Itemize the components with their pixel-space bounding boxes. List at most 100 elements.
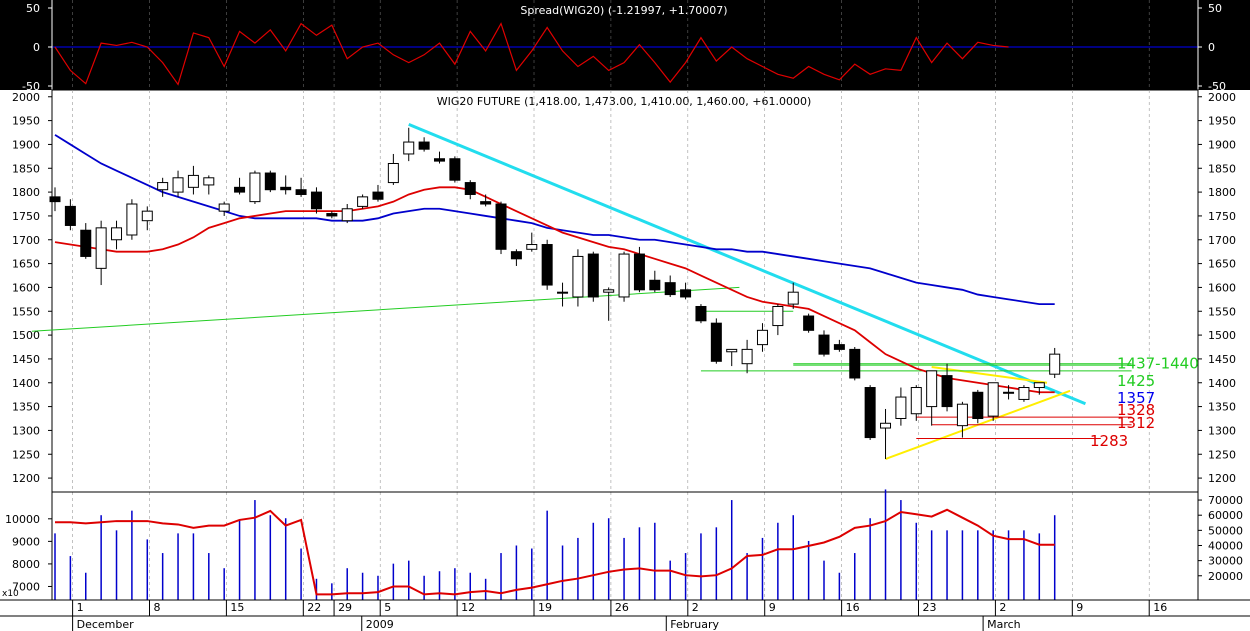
price-right-tick-label: 1600 (1208, 281, 1236, 294)
x-day-label: 15 (230, 601, 244, 614)
price-left-tick-label: 1450 (12, 353, 40, 366)
price-right-tick-label: 1550 (1208, 305, 1236, 318)
level-label: 1283 (1090, 432, 1128, 450)
x-day-label: 9 (1076, 601, 1083, 614)
x-day-label: 2 (999, 601, 1006, 614)
candle-up (772, 305, 784, 327)
price-left-tick-label: 1200 (12, 472, 40, 485)
candle-down (464, 182, 476, 195)
level-label: 1437-1440 (1117, 354, 1199, 372)
candle-down (418, 141, 430, 150)
level-label: 1312 (1117, 414, 1155, 432)
candle-down (326, 213, 338, 217)
volume-right-tick-label: 50000 (1208, 524, 1243, 537)
candle-down (864, 387, 876, 439)
candle-down (64, 205, 76, 226)
candle-down (541, 244, 553, 286)
price-left-tick-label: 2000 (12, 91, 40, 104)
x-day-label: 16 (1153, 601, 1167, 614)
spread-right-tick-label: 0 (1208, 41, 1215, 54)
x-day-label: 22 (307, 601, 321, 614)
candle-down (680, 289, 692, 298)
price-left-tick-label: 1400 (12, 377, 40, 390)
price-right-tick-label: 1650 (1208, 258, 1236, 271)
price-right-tick-label: 2000 (1208, 91, 1236, 104)
candle-down (633, 253, 645, 291)
candle-up (572, 255, 584, 298)
x-month-label: 2009 (366, 618, 394, 631)
x-day-label: 23 (923, 601, 937, 614)
x-day-label: 12 (461, 601, 475, 614)
candle-up (910, 387, 922, 415)
candle-up (726, 348, 738, 353)
price-left-tick-label: 1550 (12, 305, 40, 318)
candle-up (341, 208, 353, 222)
x-day-label: 29 (338, 601, 352, 614)
price-left-tick-label: 1650 (12, 258, 40, 271)
moving-average-red (54, 186, 1055, 394)
candle-down (664, 282, 676, 296)
candle-up (126, 203, 138, 236)
candle-up (618, 253, 630, 298)
candle-up (249, 172, 261, 203)
candle-up (756, 329, 768, 346)
moving-average-blue (54, 134, 1055, 306)
price-right-tick-label: 1900 (1208, 138, 1236, 151)
spread-panel-background (0, 0, 1250, 90)
candle-down (833, 344, 845, 350)
candle-down (280, 186, 292, 191)
x-day-label: 1 (77, 601, 84, 614)
price-left-tick-label: 1350 (12, 401, 40, 414)
spread-left-tick-label: 50 (26, 2, 40, 15)
candle-down (495, 203, 507, 250)
x-day-label: 9 (769, 601, 776, 614)
price-left-tick-label: 1300 (12, 424, 40, 437)
candle-down (264, 172, 276, 191)
volume-right-tick-label: 70000 (1208, 494, 1243, 507)
open-interest-line (55, 508, 1055, 596)
spread-series-line (54, 22, 1009, 86)
price-left-tick-label: 1900 (12, 138, 40, 151)
candle-down (449, 158, 461, 181)
price-right-tick-label: 1950 (1208, 115, 1236, 128)
candle-up (203, 177, 215, 186)
x-day-label: 26 (615, 601, 629, 614)
price-right-tick-label: 1450 (1208, 353, 1236, 366)
x-day-label: 5 (384, 601, 391, 614)
candle-up (172, 177, 184, 193)
candle-down (510, 251, 522, 260)
candle-up (387, 162, 399, 184)
candle-up (1018, 387, 1030, 400)
oi-left-tick-label: 9000 (12, 535, 40, 548)
green-trendline (31, 286, 740, 332)
candle-up (926, 370, 938, 408)
candle-down (941, 375, 953, 408)
x-day-label: 8 (154, 601, 161, 614)
level-label: 1425 (1117, 372, 1155, 390)
candle-up (741, 348, 753, 365)
x-month-label: February (670, 618, 719, 631)
cyan-trendline (408, 123, 1087, 406)
candle-down (310, 191, 322, 210)
price-right-tick-label: 1250 (1208, 448, 1236, 461)
candle-down (649, 279, 661, 291)
x-day-label: 2 (692, 601, 699, 614)
price-left-tick-label: 1850 (12, 162, 40, 175)
price-right-tick-label: 1350 (1208, 401, 1236, 414)
candle-up (603, 289, 615, 293)
oi-left-tick-label: 8000 (12, 558, 40, 571)
price-left-tick-label: 1950 (12, 115, 40, 128)
price-right-tick-label: 1750 (1208, 210, 1236, 223)
volume-right-tick-label: 30000 (1208, 555, 1243, 568)
candle-down (480, 201, 492, 205)
x-month-label: March (987, 618, 1021, 631)
price-left-tick-label: 1800 (12, 186, 40, 199)
spread-right-tick-label: 50 (1208, 2, 1222, 15)
oi-scale-note: x10 (2, 589, 19, 599)
price-left-tick-label: 1750 (12, 210, 40, 223)
price-left-tick-label: 1600 (12, 281, 40, 294)
price-left-tick-label: 1700 (12, 234, 40, 247)
candle-up (187, 174, 199, 188)
